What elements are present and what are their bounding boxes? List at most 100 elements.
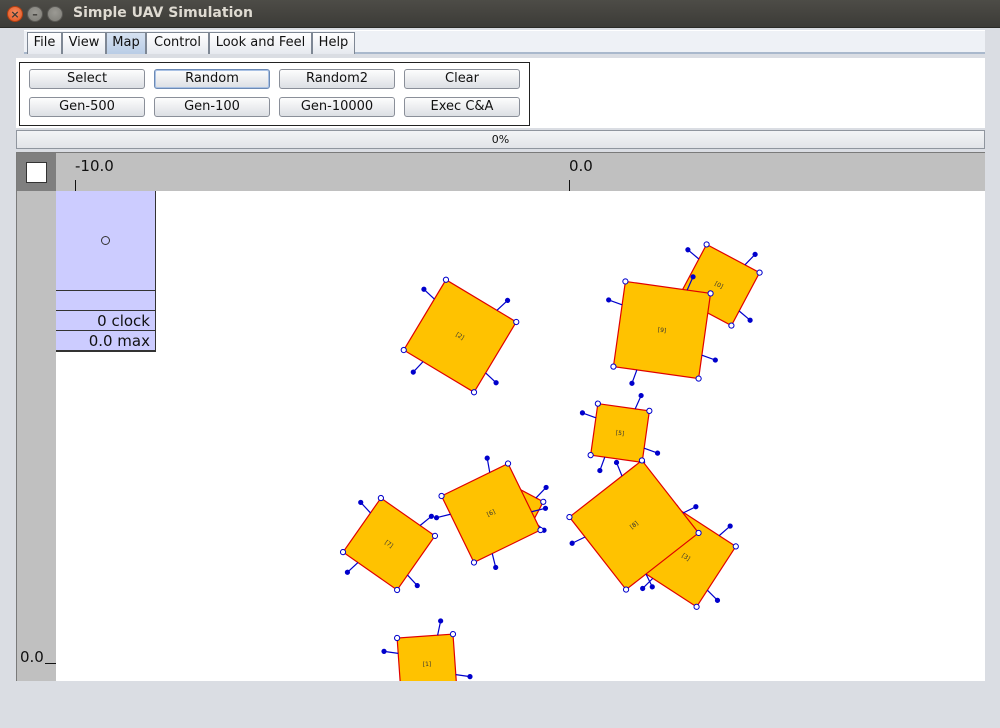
y-tick [45, 663, 56, 664]
uav-sensor-dot [428, 513, 434, 519]
uav-label: [2] [454, 331, 465, 341]
uav-corner-marker [537, 526, 544, 534]
max-readout: 0.0 max [56, 331, 155, 351]
info-panel: 0 clock 0.0 max [56, 191, 156, 352]
uav-sensor-dot [693, 504, 699, 510]
uav-corner-marker [394, 634, 401, 642]
uav-sensor-dot [613, 459, 620, 466]
uav-sensor-dot [381, 648, 387, 654]
uav[interactable]: [1] [379, 616, 474, 681]
uav-corner-marker [728, 322, 735, 329]
random-button[interactable]: Random [154, 69, 270, 89]
close-icon[interactable]: × [7, 6, 23, 22]
clear-button[interactable]: Clear [404, 69, 520, 89]
uav-sensor-dot [410, 369, 416, 375]
info-preview [56, 191, 155, 291]
uav[interactable]: [6] [419, 441, 562, 584]
uav-sensor-dot [747, 317, 753, 323]
uav-sensor-dot [433, 515, 440, 521]
menu-help[interactable]: Help [312, 32, 355, 54]
uav-sensor-dot [504, 297, 511, 304]
uav-corner-marker [638, 457, 646, 464]
uav-map-svg[interactable]: [0][1][2][3][4][5][6][7][8][9] [56, 191, 985, 681]
select-button[interactable]: Select [29, 69, 145, 89]
ruler-corner [17, 153, 56, 191]
uav-sensor-dot [414, 582, 420, 589]
uav-label: [0] [713, 280, 724, 290]
x-tick-label: 0.0 [569, 157, 593, 175]
uav-corner-marker [587, 452, 594, 459]
toolbar-panel: Select Random Random2 Clear Gen-500 Gen-… [19, 62, 530, 126]
map-scroll-pane: -10.0 0.0 0.0 [0][1][2][3][4][5][6][7][8… [16, 152, 985, 681]
exec-ca-button[interactable]: Exec C&A [404, 97, 520, 117]
uav-corner-marker [470, 389, 478, 396]
menu-view[interactable]: View [62, 32, 106, 54]
uav-body [440, 462, 542, 564]
uav-sensor-dot [438, 618, 444, 624]
toolbar-area: Select Random Random2 Clear Gen-500 Gen-… [16, 58, 985, 128]
uav-label: [8] [629, 520, 640, 531]
uav-corner-marker [695, 375, 702, 382]
gen-500-button[interactable]: Gen-500 [29, 97, 145, 117]
uav-sensor-dot [543, 484, 549, 491]
uav-corner-marker [566, 513, 573, 521]
uav-corner-marker [377, 494, 384, 502]
uav-corner-marker [540, 498, 547, 505]
uav-corner-marker [756, 269, 763, 276]
maximize-icon[interactable] [47, 6, 63, 22]
uav-sensor-dot [727, 523, 733, 529]
uav-corner-marker [693, 603, 700, 610]
clock-readout: 0 clock [56, 311, 155, 331]
uav-map[interactable]: [0][1][2][3][4][5][6][7][8][9] 0 clock 0… [56, 191, 985, 681]
x-tick [75, 180, 76, 191]
uav-sensor-dot [358, 499, 364, 506]
uav-sensor-dot [421, 286, 427, 292]
uav-sensor-dot [569, 540, 575, 546]
uav-corner-marker [622, 586, 630, 593]
menu-file[interactable]: File [27, 32, 62, 54]
uav[interactable]: [8] [546, 437, 722, 613]
minimize-icon[interactable]: – [27, 6, 43, 22]
uav-corner-marker [394, 586, 401, 594]
uav-sensor-dot [638, 392, 644, 399]
gen-10000-button[interactable]: Gen-10000 [279, 97, 395, 117]
random2-button[interactable]: Random2 [279, 69, 395, 89]
info-empty-row [56, 291, 155, 311]
uav-sensor-dot [629, 380, 635, 386]
uav-corner-marker [610, 363, 617, 370]
uav[interactable]: [7] [320, 475, 458, 613]
uav-body [568, 459, 700, 591]
uav-sensor-dot [714, 597, 721, 603]
x-tick-label: -10.0 [75, 157, 114, 175]
uav-label: [5] [615, 429, 624, 437]
gen-100-button[interactable]: Gen-100 [154, 97, 270, 117]
uav-corner-marker [732, 543, 739, 550]
menu-look-and-feel[interactable]: Look and Feel [209, 32, 312, 54]
uav-sensor-dot [344, 569, 351, 575]
uav-corner-marker [513, 318, 520, 326]
y-tick-label: 0.0 [20, 648, 44, 666]
title-bar: × – Simple UAV Simulation [0, 0, 1000, 28]
uav-sensor-dot [649, 584, 655, 590]
uav-sensor-dot [542, 505, 549, 511]
uav-corner-marker [339, 549, 347, 556]
window-title: Simple UAV Simulation [73, 5, 253, 21]
uav-sensor-dot [484, 455, 490, 461]
uav-body [402, 278, 518, 394]
uav[interactable]: [9] [595, 263, 730, 398]
uav-body [342, 497, 436, 591]
uav-label: [1] [423, 661, 432, 669]
corner-toggle-box[interactable] [26, 162, 47, 183]
uav-corner-marker [470, 559, 478, 566]
menu-map[interactable]: Map [106, 32, 146, 54]
horizontal-ruler: -10.0 0.0 [56, 153, 985, 191]
menu-bar: File View Map Control Look and Feel Help [24, 30, 985, 54]
uav-corner-marker [594, 400, 601, 407]
uav[interactable]: [5] [572, 385, 668, 481]
uav[interactable]: [2] [381, 257, 539, 415]
x-tick [569, 180, 570, 191]
uav-corner-marker [622, 278, 629, 285]
menu-control[interactable]: Control [146, 32, 209, 54]
uav-sensor-dot [597, 467, 603, 474]
uav-corner-marker [695, 529, 702, 537]
